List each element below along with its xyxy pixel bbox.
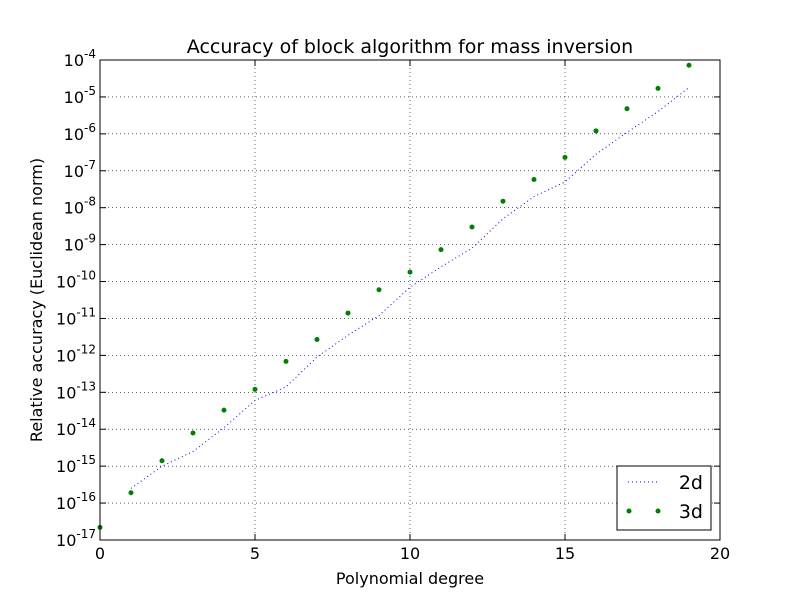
y-tick-label: 10-8: [64, 195, 96, 218]
series-3d-point: [345, 310, 351, 316]
x-tick-label: 15: [555, 544, 575, 563]
series-3d-point: [655, 85, 661, 91]
series-3d-point: [469, 224, 475, 230]
legend-label-2d: 2d: [679, 472, 703, 494]
y-tick-label: 10-7: [64, 158, 96, 181]
series-layer: [97, 62, 692, 530]
y-tick-label: 10-10: [56, 269, 96, 292]
series-3d-point: [593, 128, 599, 134]
series-2d-line: [130, 87, 690, 489]
y-tick-label: 10-17: [56, 527, 96, 550]
series-3d-point: [562, 154, 568, 160]
x-tick-label: 10: [400, 544, 420, 563]
legend-label-3d: 3d: [679, 501, 703, 523]
series-3d-point: [314, 336, 320, 342]
series-3d-point: [438, 247, 444, 253]
series-3d-point: [128, 490, 134, 496]
y-tick-label: 10-4: [64, 47, 96, 70]
series-3d-point: [252, 386, 258, 392]
legend-3d-marker-icon: [626, 508, 632, 514]
chart-title: Accuracy of block algorithm for mass inv…: [187, 36, 633, 58]
series-3d-point: [159, 458, 165, 464]
x-tick-label: 0: [95, 544, 105, 563]
y-tick-label: 10-12: [56, 342, 96, 365]
series-3d-point: [686, 62, 692, 68]
y-tick-label: 10-11: [56, 305, 96, 328]
series-3d-point: [531, 177, 537, 183]
y-tick-label: 10-15: [56, 453, 96, 476]
y-axis-label: Relative accuracy (Euclidean norm): [27, 158, 46, 442]
legend-3d-marker-icon: [655, 508, 661, 514]
axis-ticks: 0 5 10 15 20 10-17 10-16 10-15 10-14 10-13 10-12 10…: [56, 47, 730, 563]
legend-box: [616, 465, 712, 531]
x-axis-label: Polynomial degree: [336, 569, 484, 588]
y-tick-label: 10-14: [56, 416, 96, 439]
series-3d-point: [624, 106, 630, 112]
x-tick-label: 20: [710, 544, 730, 563]
series-3d-point: [500, 198, 506, 204]
y-tick-label: 10-16: [56, 490, 96, 513]
y-tick-label: 10-13: [56, 379, 96, 402]
series-3d-point: [407, 269, 413, 275]
series-3d-point: [283, 358, 289, 364]
y-tick-label: 10-6: [64, 121, 96, 144]
x-tick-label: 5: [250, 544, 260, 563]
y-tick-label: 10-5: [64, 84, 96, 107]
series-3d-point: [221, 407, 227, 413]
series-3d-point: [190, 430, 196, 436]
legend: 2d 3d: [616, 465, 712, 531]
series-3d-point: [376, 287, 382, 293]
y-tick-label: 10-9: [64, 232, 96, 255]
